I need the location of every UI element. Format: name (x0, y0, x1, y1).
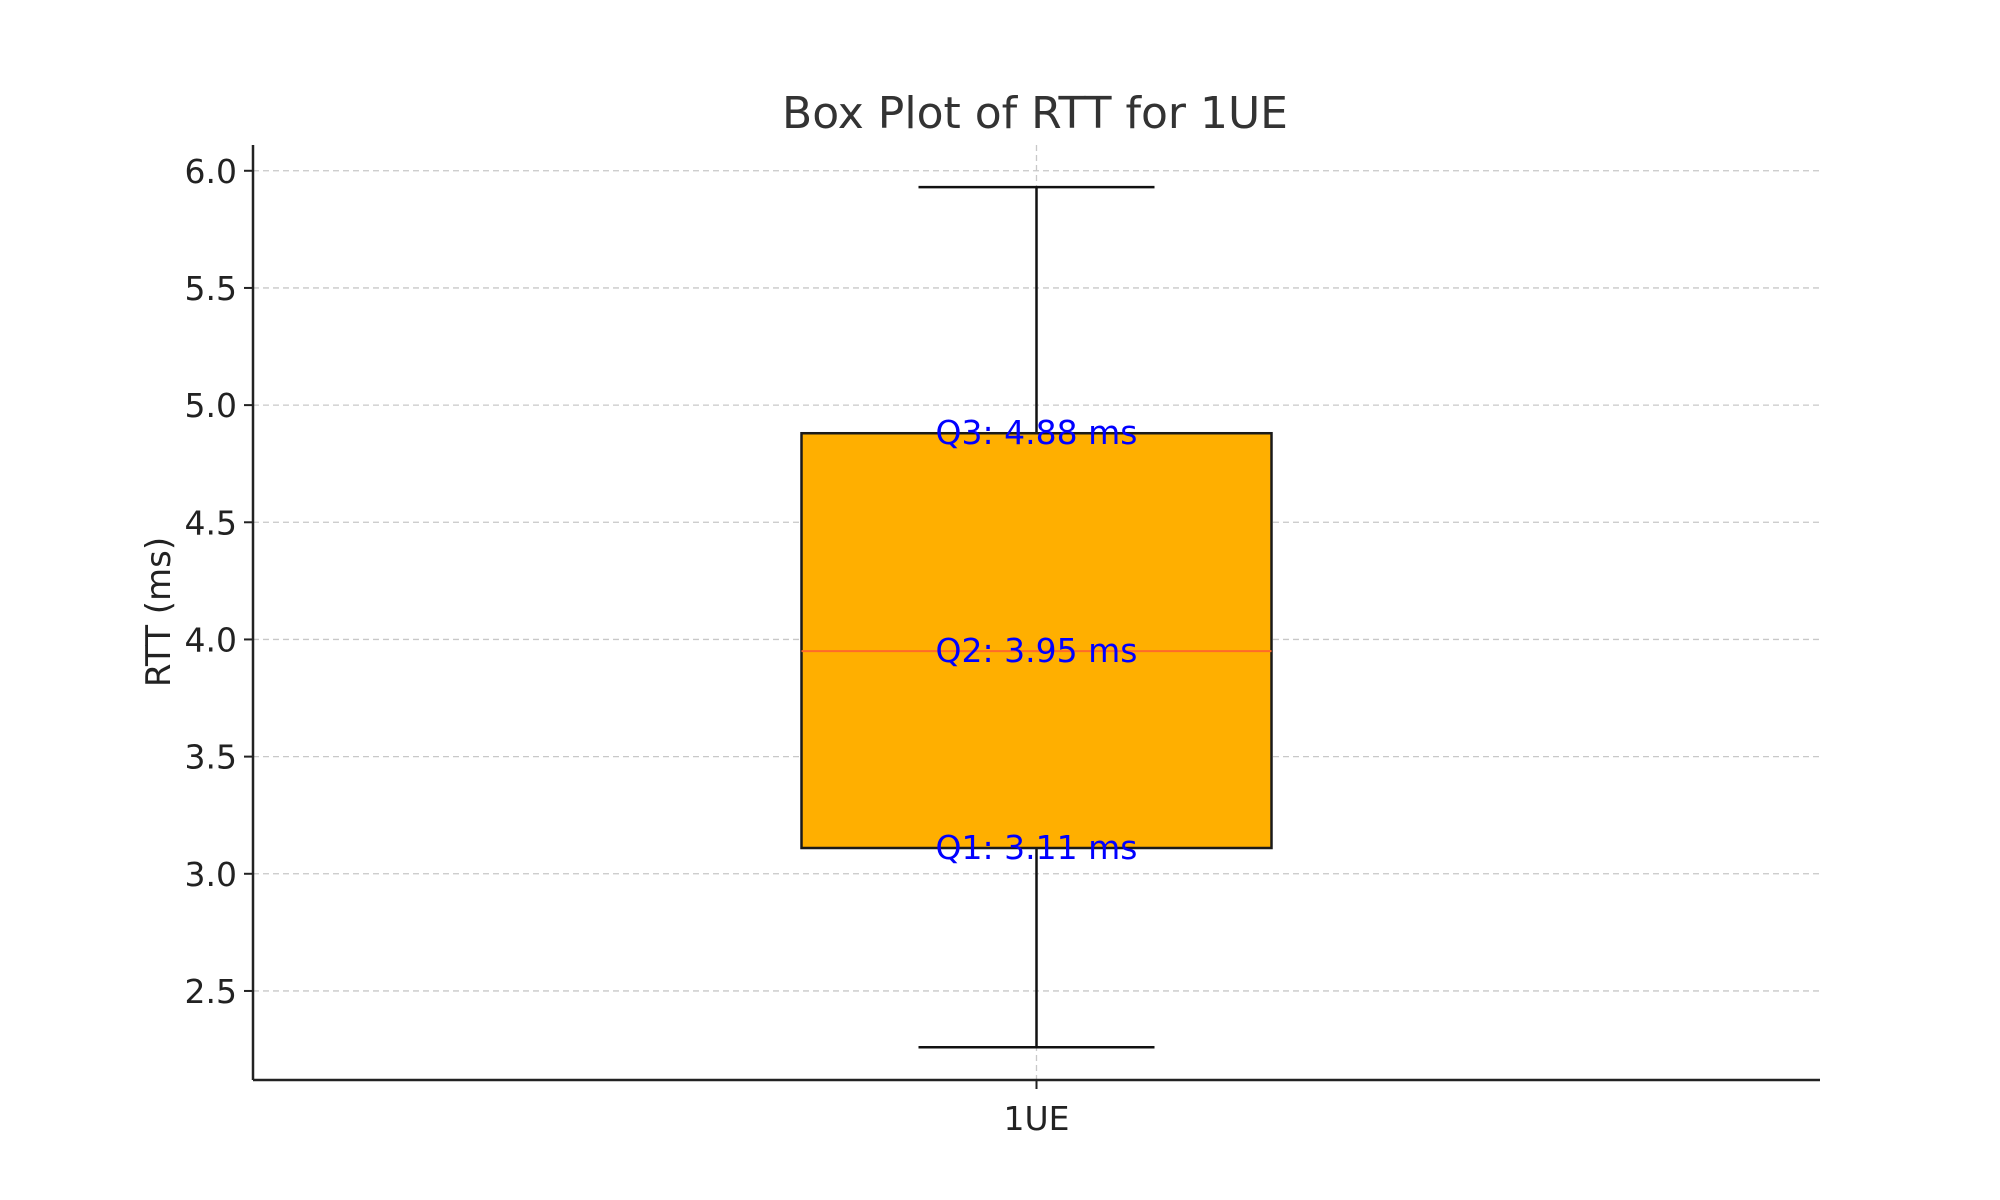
quartile-label: Q3: 4.88 ms (936, 413, 1138, 452)
y-tick-label: 3.0 (185, 855, 237, 894)
y-tick-label: 4.0 (185, 620, 237, 659)
quartile-label: Q1: 3.11 ms (936, 828, 1138, 867)
box-plot (800, 185, 1273, 1049)
y-tick-label: 2.5 (185, 972, 237, 1011)
box-iqr (800, 431, 1273, 850)
y-tick-label: 5.5 (185, 269, 237, 308)
x-tick-label: 1UE (1004, 1099, 1070, 1138)
y-tick-label: 3.5 (185, 738, 237, 777)
y-tick-label: 4.5 (185, 503, 237, 542)
ticks: 2.5 3.0 3.5 4.0 4.5 5.0 5.5 6.0 1UE (185, 152, 1070, 1138)
chart-title: Box Plot of RTT for 1UE (782, 88, 1288, 139)
y-tick-label: 6.0 (185, 152, 237, 191)
y-axis-title: RTT (ms) (139, 537, 179, 687)
annotations: Q1: 3.11 ms Q2: 3.95 ms Q3: 4.88 ms (936, 413, 1138, 867)
y-tick-label: 5.0 (185, 386, 237, 425)
quartile-label: Q2: 3.95 ms (936, 631, 1138, 670)
